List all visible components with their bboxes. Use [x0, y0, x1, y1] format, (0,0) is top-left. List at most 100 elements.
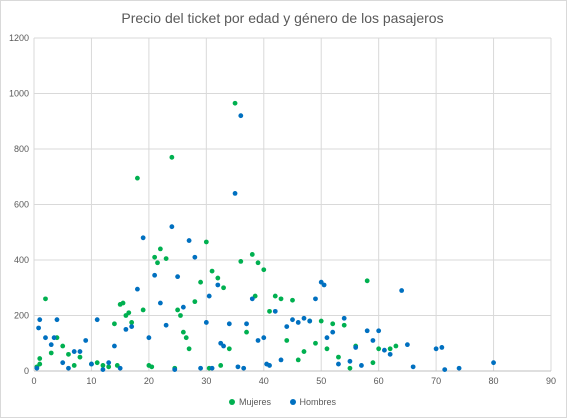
y-tick-label: 400 [14, 255, 29, 265]
hombres-point [491, 360, 496, 366]
mujeres-point [267, 308, 272, 314]
x-tick-label: 80 [489, 376, 499, 386]
hombres-point [66, 365, 71, 371]
mujeres-point [301, 349, 307, 354]
mujeres-point [192, 299, 198, 305]
hombres-point [261, 335, 267, 341]
hombres-point [370, 338, 376, 343]
mujeres-point [155, 260, 160, 266]
hombres-point [404, 342, 410, 348]
mujeres-point [221, 285, 226, 291]
hombres-point [123, 326, 129, 332]
hombres-point [359, 363, 364, 368]
hombres-point [175, 274, 181, 280]
mujeres-point [140, 307, 146, 313]
mujeres-point [290, 297, 295, 303]
mujeres-point [112, 321, 117, 327]
hombres-point [157, 300, 163, 306]
y-tick-label: 600 [14, 200, 29, 210]
hombres-point [255, 338, 261, 343]
x-tick-label: 70 [431, 376, 441, 386]
mujeres-point [261, 267, 267, 273]
hombres-point [324, 335, 330, 341]
hombres-point [364, 328, 370, 334]
x-tick-label: 0 [31, 376, 36, 386]
hombres-point [249, 296, 255, 302]
mujeres-point [278, 296, 284, 302]
mujeres-point [376, 346, 382, 352]
hombres-point [209, 365, 215, 371]
hombres-point [241, 365, 247, 371]
legend: Mujeres Hombres [0, 397, 565, 407]
mujeres-point [106, 364, 112, 370]
mujeres-point [238, 258, 244, 264]
hombres-point [152, 272, 158, 278]
mujeres-point [157, 246, 163, 252]
hombres-point [433, 346, 439, 352]
hombres-point [341, 315, 347, 321]
hombres-point [272, 308, 278, 314]
mujeres-point [149, 364, 155, 370]
hombres-point [169, 224, 175, 230]
hombres-point [232, 191, 238, 196]
mujeres-point [126, 310, 132, 316]
y-tick-label: 0 [24, 366, 29, 376]
chart-title: Precio del ticket por edad y género de l… [121, 10, 444, 26]
mujeres-point [71, 363, 77, 368]
hombres-point [37, 317, 43, 323]
legend-label-hombres: Hombres [299, 397, 337, 407]
hombres-point [51, 335, 57, 341]
hombres-point [456, 365, 462, 371]
x-tick-label: 40 [259, 376, 269, 386]
x-tick-label: 60 [374, 376, 384, 386]
hombres-point [347, 358, 353, 364]
mujeres-point [249, 252, 255, 257]
y-tick-label: 800 [14, 144, 29, 154]
hombres-point [307, 318, 313, 324]
mujeres-point [209, 268, 215, 274]
hombres-point [94, 317, 100, 323]
legend-label-mujeres: Mujeres [238, 397, 271, 407]
mujeres-point [232, 100, 238, 106]
hombres-point [206, 293, 212, 299]
x-tick-label: 50 [316, 376, 326, 386]
hombres-point [89, 361, 94, 367]
y-tick-label: 200 [14, 311, 29, 321]
hombres-point [336, 361, 341, 367]
mujeres-point [393, 343, 399, 349]
mujeres-point [180, 329, 186, 335]
hombres-point [172, 367, 178, 373]
mujeres-point [169, 154, 175, 160]
mujeres-point [198, 279, 203, 285]
mujeres-point [152, 254, 158, 260]
legend-item-mujeres: Mujeres [228, 397, 271, 407]
mujeres-point [284, 338, 290, 343]
hombres-point [244, 321, 249, 327]
hombres-point [198, 365, 203, 371]
hombres-point [34, 365, 40, 371]
hombres-point [321, 282, 327, 288]
mujeres-point [37, 361, 43, 367]
mujeres-point [60, 343, 66, 349]
mujeres-point [37, 356, 43, 361]
mujeres-point [135, 175, 140, 181]
x-tick-label: 30 [201, 376, 211, 386]
hombres-point [301, 315, 307, 321]
hombres-point [290, 317, 295, 323]
mujeres-point [226, 346, 232, 352]
mujeres-point [318, 318, 324, 324]
x-tick-label: 90 [546, 376, 556, 386]
legend-item-hombres: Hombres [289, 397, 337, 407]
hombres-point [43, 335, 48, 341]
hombres-point [376, 328, 382, 334]
hombres-point [129, 324, 135, 329]
mujeres-point [94, 360, 100, 366]
mujeres-point [295, 357, 301, 363]
hombres-point [382, 347, 387, 353]
hombres-point [330, 329, 336, 335]
hombres-point [135, 286, 140, 292]
mujeres-point [387, 346, 393, 352]
hombres-point [140, 235, 146, 241]
